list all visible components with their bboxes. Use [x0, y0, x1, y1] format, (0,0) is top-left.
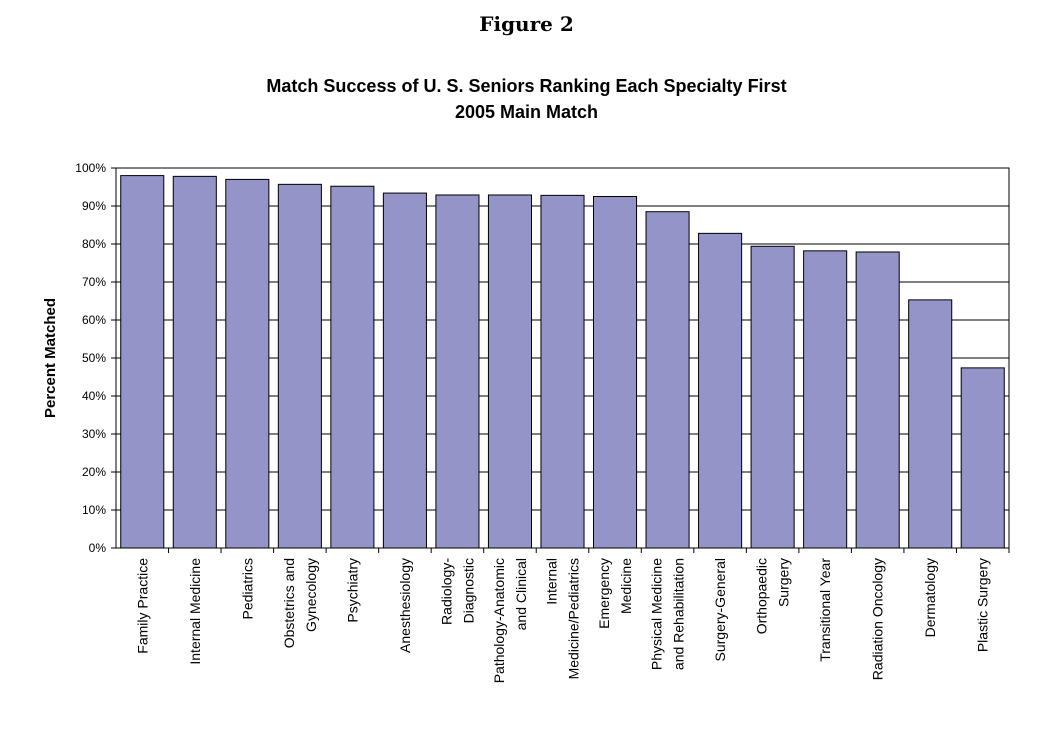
bar	[382, 192, 427, 549]
category-label: Family Practice	[134, 558, 150, 654]
category-label: Radiation Oncology	[870, 558, 886, 680]
bar	[330, 185, 375, 549]
y-tick-label: 40%	[82, 389, 106, 403]
category-label-line: Medicine	[618, 558, 634, 614]
category-label-line: Plastic Surgery	[975, 558, 991, 652]
category-label-line: Radiation Oncology	[870, 558, 886, 680]
y-axis-title: Percent Matched	[42, 298, 59, 418]
y-tick-label: 30%	[82, 427, 106, 441]
category-label: Anesthesiology	[397, 558, 413, 653]
category-label-line: Gynecology	[303, 558, 319, 632]
category-label: Orthopaedic Surgery	[754, 558, 792, 634]
bar	[487, 194, 533, 549]
category-label: Internal Medicine	[187, 558, 203, 665]
bar	[645, 211, 690, 549]
category-label-line: and Rehabilitation	[671, 558, 687, 670]
category-label: Psychiatry	[344, 558, 360, 623]
y-tick-label: 80%	[82, 237, 106, 251]
y-tick-label: 60%	[82, 313, 106, 327]
category-label-line: Pathology-Anatomic	[491, 558, 507, 683]
category-label: Surgery-General	[712, 558, 728, 662]
category-label-line: Dermatology	[922, 558, 938, 637]
bar	[960, 367, 1005, 549]
category-label: Obstetrics and Gynecology	[281, 558, 319, 648]
category-label-line: Internal	[544, 558, 560, 605]
category-label: Radiology- Diagnostic	[438, 558, 476, 625]
y-tick-label: 10%	[82, 503, 106, 517]
y-tick-label: 70%	[82, 275, 106, 289]
category-label-line: Pediatrics	[239, 558, 255, 619]
category-label-line: Orthopaedic	[754, 558, 770, 634]
category-label-line: Surgery	[776, 558, 792, 607]
category-label-line: Transitional Year	[817, 558, 833, 662]
y-tick-label: 90%	[82, 199, 106, 213]
bar	[120, 175, 165, 549]
bar	[855, 251, 900, 549]
category-label: Pediatrics	[239, 558, 255, 619]
bar	[750, 245, 795, 549]
y-tick-label: 0%	[89, 541, 107, 555]
category-label-line: Psychiatry	[344, 558, 360, 623]
bar	[803, 250, 848, 549]
y-tick-label: 100%	[75, 161, 106, 175]
category-label-line: Surgery-General	[712, 558, 728, 662]
category-label: Emergency Medicine	[596, 558, 634, 629]
category-label-line: and Clinical	[513, 558, 529, 630]
y-tick-label: 50%	[82, 351, 106, 365]
category-label-line: Family Practice	[134, 558, 150, 654]
chart-subtitle: 2005 Main Match	[454, 102, 599, 122]
category-label-line: Obstetrics and	[281, 558, 297, 648]
figure-label: Figure 2	[479, 12, 574, 36]
bar	[172, 175, 217, 549]
category-label-line: Physical Medicine	[649, 558, 665, 670]
category-label: Dermatology	[922, 558, 938, 637]
category-label-line: Radiology-	[438, 558, 454, 625]
category-label-line: Diagnostic	[460, 558, 476, 623]
bar	[435, 194, 480, 549]
bar	[698, 232, 743, 549]
category-label-line: Medicine/Pediatrics	[566, 558, 582, 679]
category-label: Pathology-Anatomic and Clinical	[491, 558, 529, 683]
category-label: Plastic Surgery	[975, 558, 991, 652]
chart-title: Match Success of U. S. Seniors Ranking E…	[266, 76, 787, 96]
category-label-line: Anesthesiology	[397, 558, 413, 653]
category-label: Transitional Year	[817, 558, 833, 662]
category-label-line: Emergency	[596, 558, 612, 629]
category-label-line: Internal Medicine	[187, 558, 203, 665]
category-label: Internal Medicine/Pediatrics	[544, 558, 582, 679]
bar	[277, 183, 322, 549]
bar	[908, 299, 953, 549]
bar	[225, 178, 270, 549]
bar	[592, 196, 638, 549]
y-tick-label: 20%	[82, 465, 106, 479]
category-label: Physical Medicine and Rehabilitation	[649, 558, 687, 670]
bar	[540, 194, 585, 549]
